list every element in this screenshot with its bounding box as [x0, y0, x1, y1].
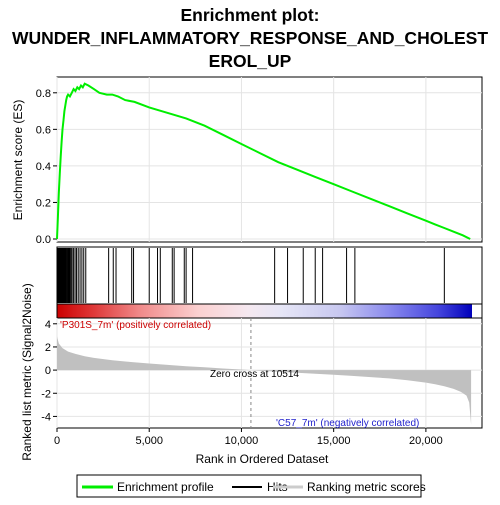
metric-y-tick-label: 2: [45, 342, 51, 354]
es-y-axis-label: Enrichment score (ES): [11, 100, 25, 221]
es-panel: 0.0 0.2 0.4 0.6 0.8 Enrichment score (ES): [11, 77, 482, 246]
rank-color-bar-fill: [57, 304, 472, 318]
metric-y-tick-label: 4: [45, 319, 51, 331]
es-y-tick-label: 0.0: [36, 234, 51, 246]
title-line-3: EROL_UP: [209, 51, 292, 71]
title-line-2: WUNDER_INFLAMMATORY_RESPONSE_AND_CHOLEST: [12, 28, 488, 48]
x-axis-label: Rank in Ordered Dataset: [196, 452, 329, 466]
metric-y-axis-label: Ranked list metric (Signal2Noise): [20, 283, 34, 460]
es-y-tick-label: 0.4: [36, 161, 51, 173]
negative-annotation: 'C57_7m' (negatively correlated): [276, 418, 419, 429]
legend-metric-label: Ranking metric scores: [307, 480, 426, 494]
hits-panel: [57, 247, 482, 304]
es-y-tick-label: 0.8: [36, 88, 51, 100]
es-y-ticks: 0.0 0.2 0.4 0.6 0.8: [36, 88, 57, 246]
title-line-1: Enrichment plot:: [180, 5, 319, 25]
metric-y-ticks: 4 2 0 -2 -4: [41, 319, 57, 424]
legend: Enrichment profile Hits Ranking metric s…: [77, 475, 426, 497]
legend-enrichment-label: Enrichment profile: [117, 480, 214, 494]
x-ticks: 0 5,000 10,000 15,000 20,000: [54, 428, 443, 447]
metric-y-tick-label: -4: [41, 411, 51, 423]
x-tick-label: 10,000: [225, 435, 259, 447]
rank-color-bar: [57, 304, 482, 318]
hits-panel-frame: [57, 247, 482, 304]
es-y-tick-label: 0.6: [36, 124, 51, 136]
positive-annotation: 'P301S_7m' (positively correlated): [60, 320, 211, 331]
x-tick-label: 15,000: [317, 435, 351, 447]
x-tick-label: 0: [54, 435, 60, 447]
metric-y-tick-label: -2: [41, 388, 51, 400]
zero-cross-annotation: Zero cross at 10514: [210, 369, 299, 380]
es-y-tick-label: 0.2: [36, 197, 51, 209]
x-tick-label: 5,000: [135, 435, 163, 447]
metric-y-tick-label: 0: [45, 365, 51, 377]
x-tick-label: 20,000: [409, 435, 443, 447]
